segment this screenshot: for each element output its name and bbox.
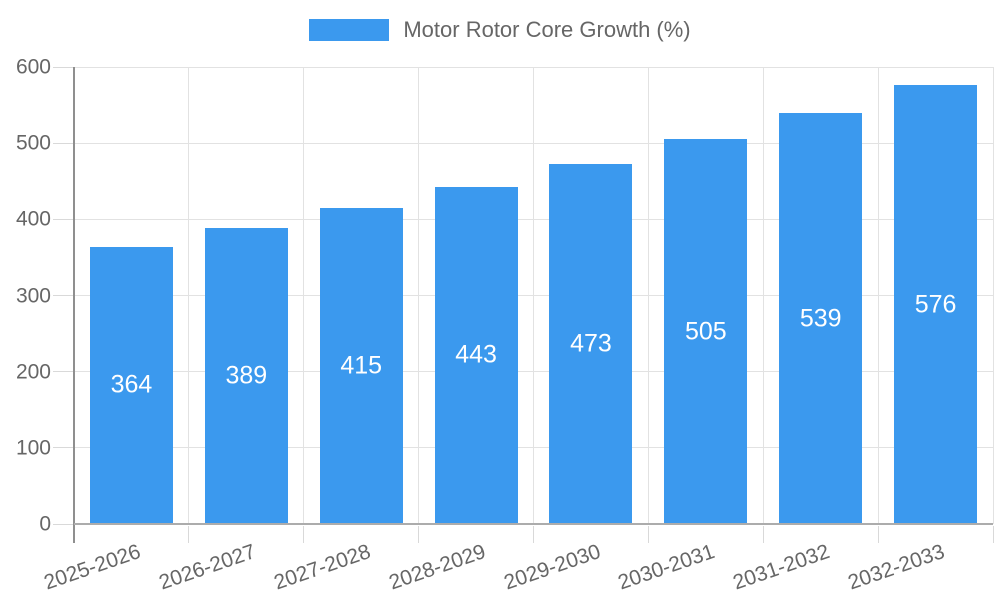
x-tick	[647, 526, 649, 543]
v-gridline	[992, 67, 994, 524]
v-gridline	[533, 67, 534, 524]
y-tick-label: 0	[39, 512, 51, 536]
v-gridline	[877, 67, 879, 524]
bar-value-label: 443	[455, 340, 497, 369]
bar[interactable]	[434, 186, 518, 523]
x-tick	[188, 526, 190, 543]
bar[interactable]	[894, 85, 978, 523]
v-gridline	[647, 67, 649, 524]
x-tick	[533, 526, 534, 543]
x-tick-label: 2031-2032	[730, 540, 833, 595]
y-tick	[53, 142, 74, 144]
y-tick-label: 300	[15, 284, 51, 307]
v-gridline	[418, 67, 420, 524]
x-tick-label: 2027-2028	[270, 540, 374, 595]
legend[interactable]: Motor Rotor Core Growth (%)	[0, 16, 1000, 44]
bar[interactable]	[319, 207, 403, 523]
bar[interactable]	[204, 227, 288, 523]
bar[interactable]	[664, 139, 748, 523]
x-tick	[418, 526, 420, 543]
v-gridline	[762, 67, 764, 524]
x-tick	[762, 526, 764, 543]
y-axis-line	[73, 67, 75, 543]
bar-value-label: 364	[110, 370, 153, 399]
x-tick-label: 2026-2027	[156, 540, 259, 595]
x-tick	[992, 526, 994, 543]
y-tick-label: 500	[15, 131, 51, 155]
y-tick-label: 100	[15, 436, 51, 460]
x-tick	[303, 526, 305, 543]
x-tick-label: 2025-2026	[41, 540, 144, 595]
x-tick-label: 2032-2033	[845, 540, 948, 595]
bar-value-label: 415	[340, 351, 383, 380]
y-tick-label: 400	[15, 207, 51, 231]
bar[interactable]	[779, 113, 863, 523]
bar-value-label: 505	[684, 317, 727, 346]
x-tick-label: 2029-2030	[500, 540, 604, 595]
bar-value-label: 539	[799, 304, 842, 333]
bar[interactable]	[89, 246, 173, 523]
legend-label: Motor Rotor Core Growth (%)	[403, 17, 691, 42]
bar[interactable]	[549, 163, 633, 523]
x-axis-line	[74, 523, 993, 525]
y-tick	[53, 66, 74, 68]
y-tick	[53, 218, 74, 220]
y-tick	[53, 371, 74, 373]
y-tick	[53, 523, 74, 525]
bar-value-label: 576	[914, 290, 957, 319]
y-tick-label: 200	[15, 360, 51, 384]
x-tick	[877, 526, 879, 543]
legend-swatch	[309, 19, 390, 41]
v-gridline	[303, 67, 305, 524]
bar-value-label: 389	[225, 361, 268, 390]
y-tick	[53, 295, 74, 296]
v-gridline	[188, 67, 190, 524]
x-tick-label: 2030-2031	[615, 540, 718, 595]
y-tick	[53, 447, 74, 449]
x-tick-label: 2028-2029	[385, 540, 489, 595]
y-tick-label: 600	[15, 55, 51, 79]
bar-value-label: 473	[570, 329, 612, 358]
